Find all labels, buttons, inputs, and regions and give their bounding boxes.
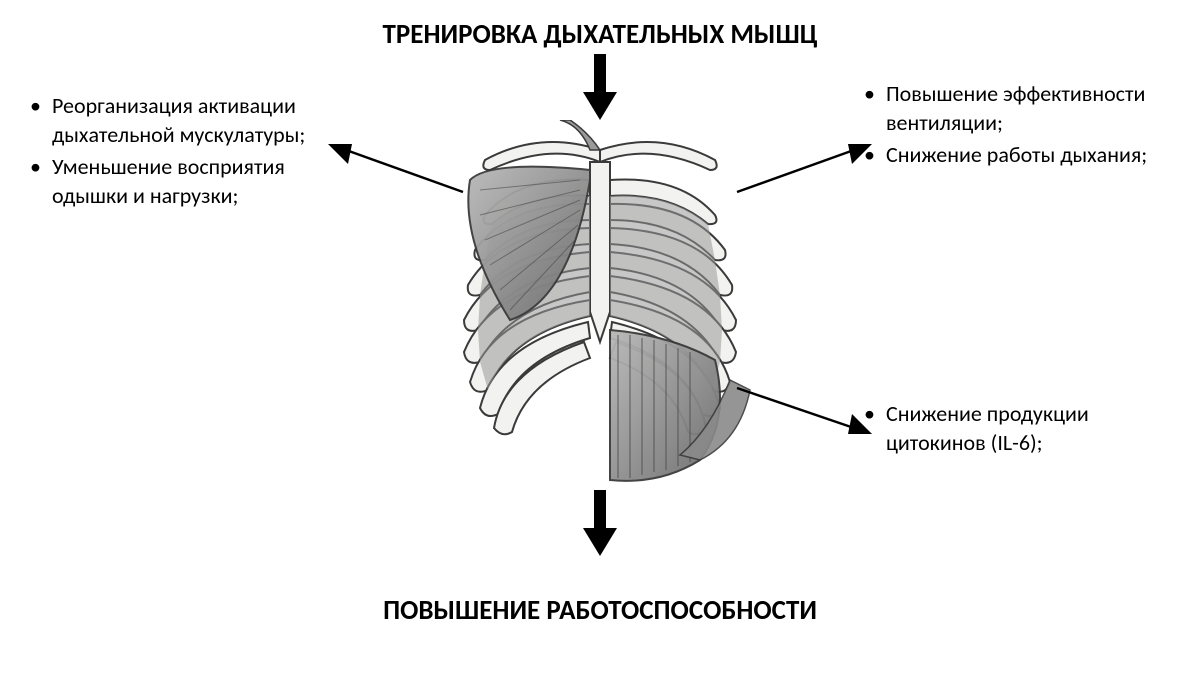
right-upper-bullets: Повышение эффективности вентиляции; Сниж… [860,80,1180,174]
right-lower-item-0: Снижение продукции цитокинов (IL-6); [860,400,1180,457]
title-bottom: ПОВЫШЕНИЕ РАБОТОСПОСОБНОСТИ [0,594,1200,627]
arrow-to-right-lower [732,380,872,440]
arrow-to-right-upper [732,140,872,200]
right-upper-item-0: Повышение эффективности вентиляции; [860,80,1180,137]
title-top: ТРЕНИРОВКА ДЫХАТЕЛЬНЫХ МЫШЦ [0,18,1200,51]
left-bullets: Реорганизация активации дыхательной муск… [26,92,356,214]
left-item-1: Уменьшение восприятия одышки и нагрузки; [26,153,356,210]
right-lower-bullets: Снижение продукции цитокинов (IL-6); [860,400,1180,461]
arrow-bottom-down [583,490,617,556]
ribcage-illustration [430,120,770,490]
left-item-0: Реорганизация активации дыхательной муск… [26,92,356,149]
right-upper-item-1: Снижение работы дыхания; [860,141,1180,170]
arrow-top-down [583,54,617,120]
